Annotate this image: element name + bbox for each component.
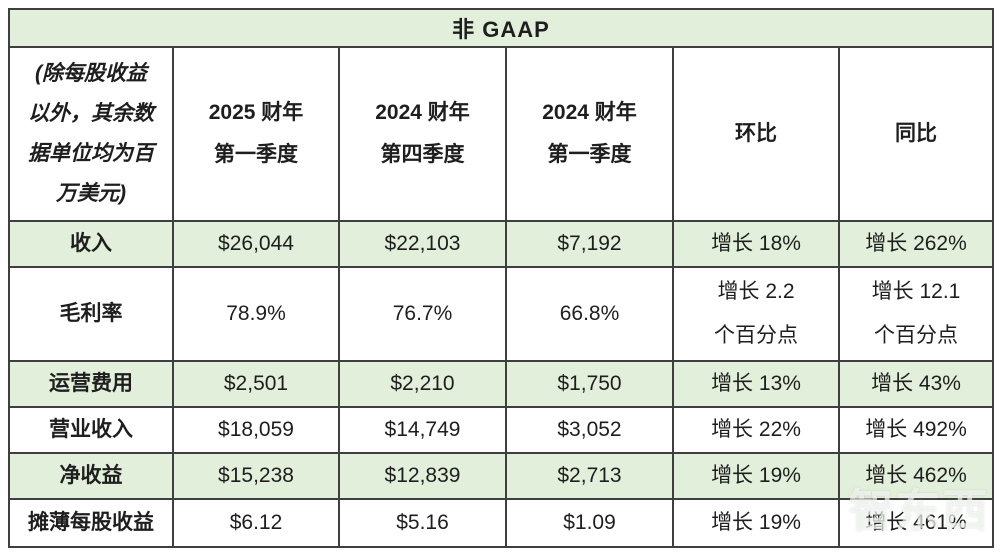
cell-value: $7,192 bbox=[505, 220, 674, 268]
cell-value: $1.09 bbox=[505, 498, 674, 548]
cell-value: 增长 22% bbox=[672, 406, 840, 454]
table-title: 非 GAAP bbox=[7, 8, 995, 48]
cell-value: $6.12 bbox=[172, 498, 340, 548]
table-row-revenue: 收入 $26,044 $22,103 $7,192 增长 18% 增长 262% bbox=[8, 220, 995, 268]
table-row-operating-expenses: 运营费用 $2,501 $2,210 $1,750 增长 13% 增长 43% bbox=[8, 360, 995, 408]
cell-value: $2,713 bbox=[505, 452, 674, 500]
col-header-qoq: 环比 bbox=[672, 46, 840, 222]
col-header-yoy: 同比 bbox=[837, 46, 995, 222]
col-header-fy2025-q1: 2025 财年 第一季度 bbox=[172, 46, 340, 222]
non-gaap-table: 非 GAAP (除每股收益 以外，其余数 据单位均为百 万美元) 2025 财年… bbox=[7, 8, 995, 548]
cell-value: 66.8% bbox=[505, 266, 674, 362]
cell-value: $3,052 bbox=[505, 406, 674, 454]
cell-value: 增长 19% bbox=[672, 452, 840, 500]
cell-value: 增长 262% bbox=[837, 220, 995, 268]
cell-value: $12,839 bbox=[338, 452, 507, 500]
row-label: 收入 bbox=[8, 220, 174, 268]
cell-value: 76.7% bbox=[338, 266, 507, 362]
cell-value: 增长 13% bbox=[672, 360, 840, 408]
cell-value: 增长 461% bbox=[837, 498, 995, 548]
table-row-operating-income: 营业收入 $18,059 $14,749 $3,052 增长 22% 增长 49… bbox=[8, 406, 995, 454]
row-label: 摊薄每股收益 bbox=[8, 498, 174, 548]
cell-value: $14,749 bbox=[338, 406, 507, 454]
cell-value: 增长 492% bbox=[837, 406, 995, 454]
cell-value: $2,501 bbox=[172, 360, 340, 408]
cell-value: 增长 12.1 个百分点 bbox=[837, 266, 995, 362]
row-label: 运营费用 bbox=[8, 360, 174, 408]
cell-value: $26,044 bbox=[172, 220, 340, 268]
table-row-gross-margin: 毛利率 78.9% 76.7% 66.8% 增长 2.2 个百分点 增长 12.… bbox=[8, 266, 995, 362]
cell-value: $5.16 bbox=[338, 498, 507, 548]
table-row-net-income: 净收益 $15,238 $12,839 $2,713 增长 19% 增长 462… bbox=[8, 452, 995, 500]
cell-value: 增长 43% bbox=[837, 360, 995, 408]
table-row-diluted-eps: 摊薄每股收益 $6.12 $5.16 $1.09 增长 19% 增长 461% bbox=[8, 498, 995, 548]
col-header-fy2024-q4: 2024 财年 第四季度 bbox=[338, 46, 507, 222]
cell-value: $15,238 bbox=[172, 452, 340, 500]
row-label: 毛利率 bbox=[8, 266, 174, 362]
cell-value: 增长 18% bbox=[672, 220, 840, 268]
cell-value: 增长 2.2 个百分点 bbox=[672, 266, 840, 362]
cell-value: $22,103 bbox=[338, 220, 507, 268]
cell-value: 78.9% bbox=[172, 266, 340, 362]
cell-value: 增长 19% bbox=[672, 498, 840, 548]
table-title-row: 非 GAAP bbox=[7, 8, 995, 48]
row-label: 营业收入 bbox=[8, 406, 174, 454]
table-header-row: (除每股收益 以外，其余数 据单位均为百 万美元) 2025 财年 第一季度 2… bbox=[8, 46, 995, 222]
unit-note: (除每股收益 以外，其余数 据单位均为百 万美元) bbox=[8, 46, 174, 222]
cell-value: 增长 462% bbox=[837, 452, 995, 500]
col-header-fy2024-q1: 2024 财年 第一季度 bbox=[505, 46, 674, 222]
cell-value: $2,210 bbox=[338, 360, 507, 408]
cell-value: $1,750 bbox=[505, 360, 674, 408]
row-label: 净收益 bbox=[8, 452, 174, 500]
cell-value: $18,059 bbox=[172, 406, 340, 454]
